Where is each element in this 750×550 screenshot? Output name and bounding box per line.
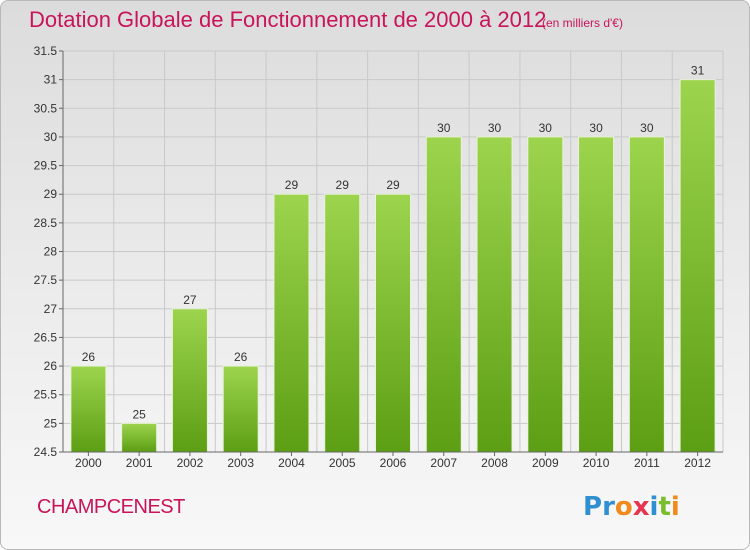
x-tick-label: 2001 — [126, 456, 153, 470]
bar-value-label: 30 — [437, 121, 451, 135]
bar-value-label: 31 — [691, 64, 705, 78]
x-tick-label: 2012 — [684, 456, 711, 470]
bar — [273, 193, 310, 453]
commune-name: CHAMPCENEST — [37, 496, 185, 518]
x-tick-label: 2007 — [430, 456, 457, 470]
bar-value-label: 30 — [589, 121, 603, 135]
bar-value-label: 26 — [82, 350, 96, 364]
y-tick-label: 25.5 — [34, 388, 58, 402]
bar — [425, 136, 462, 453]
bar — [70, 365, 107, 453]
bar — [628, 136, 665, 453]
proxiti-logo[interactable]: Proxiti — [581, 487, 691, 527]
y-tick-label: 28 — [44, 245, 58, 259]
bar — [375, 193, 411, 453]
y-tick-label: 29.5 — [34, 159, 58, 173]
x-tick-label: 2008 — [481, 456, 508, 470]
bar-value-label: 30 — [640, 121, 654, 135]
bars: 26 25 27 26 29 29 29 30 30 30 30 30 31 — [70, 64, 716, 453]
y-tick-label: 24.5 — [34, 445, 58, 459]
y-tick-label: 31.5 — [34, 44, 58, 58]
bar-value-label: 30 — [539, 121, 553, 135]
bar-value-label: 29 — [285, 178, 299, 192]
svg-text:Proxiti: Proxiti — [583, 492, 680, 522]
y-tick-label: 31 — [44, 73, 58, 87]
bar — [476, 136, 513, 453]
bar — [121, 422, 158, 453]
chart-subtitle: (en milliers d'€) — [542, 16, 623, 30]
y-tick-label: 28.5 — [34, 216, 58, 230]
bar-value-label: 27 — [183, 293, 197, 307]
bar — [679, 79, 716, 453]
bar — [324, 193, 361, 453]
y-tick-label: 30 — [44, 130, 58, 144]
bar-value-label: 29 — [336, 178, 350, 192]
y-tick-label: 30.5 — [34, 101, 58, 115]
x-tick-label: 2010 — [583, 456, 610, 470]
y-tick-label: 27.5 — [34, 273, 58, 287]
axes: 24.5 25 25.5 26 26.5 27 27.5 28 28.5 29 29.5 30 30.5… — [34, 44, 723, 470]
x-tick-label: 2009 — [532, 456, 559, 470]
bar — [527, 136, 564, 453]
x-tick-label: 2011 — [634, 456, 660, 470]
y-tick-label: 25 — [44, 416, 58, 430]
y-tick-label: 27 — [44, 302, 58, 316]
bar — [222, 365, 259, 453]
x-tick-label: 2005 — [329, 456, 356, 470]
chart-title: Dotation Globale de Fonctionnement de 20… — [29, 7, 547, 32]
bar — [578, 136, 615, 453]
bar-value-label: 25 — [132, 407, 146, 421]
x-tick-label: 2003 — [227, 456, 254, 470]
bar-value-label: 26 — [234, 350, 248, 364]
x-tick-label: 2000 — [75, 456, 102, 470]
bar-value-label: 30 — [488, 121, 502, 135]
x-tick-label: 2002 — [177, 456, 204, 470]
bar — [171, 308, 208, 453]
x-tick-label: 2006 — [380, 456, 407, 470]
y-tick-label: 29 — [44, 187, 58, 201]
y-tick-label: 26 — [44, 359, 58, 373]
x-tick-label: 2004 — [278, 456, 305, 470]
bar-value-label: 29 — [386, 178, 400, 192]
y-tick-label: 26.5 — [34, 330, 58, 344]
